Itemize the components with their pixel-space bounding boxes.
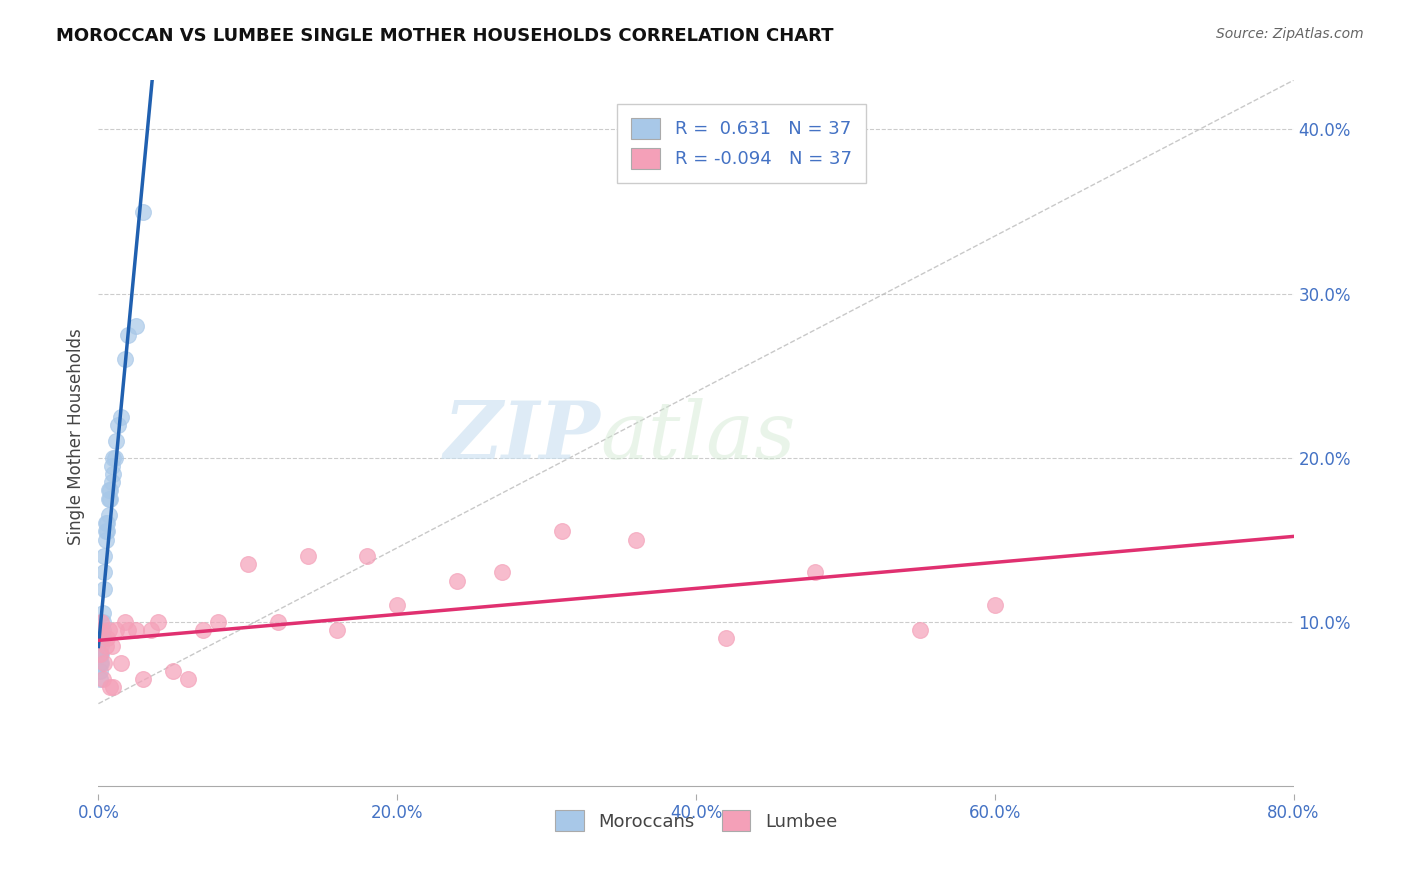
Point	[93, 582, 115, 596]
Point	[91, 623, 114, 637]
Point	[714, 631, 737, 645]
Point	[107, 417, 129, 432]
Point	[626, 533, 648, 547]
Point	[98, 483, 122, 498]
Point	[91, 672, 114, 686]
Point	[89, 648, 111, 662]
Text: Source: ZipAtlas.com: Source: ZipAtlas.com	[1216, 27, 1364, 41]
Point	[98, 680, 122, 694]
Point	[97, 508, 120, 522]
Text: MOROCCAN VS LUMBEE SINGLE MOTHER HOUSEHOLDS CORRELATION CHART: MOROCCAN VS LUMBEE SINGLE MOTHER HOUSEHO…	[56, 27, 834, 45]
Point	[267, 615, 290, 629]
Point	[90, 648, 112, 662]
Point	[98, 491, 122, 506]
Point	[550, 524, 572, 539]
Point	[103, 467, 125, 481]
Point	[89, 648, 111, 662]
Point	[984, 599, 1007, 613]
Point	[103, 450, 125, 465]
Point	[804, 566, 827, 580]
Point	[96, 516, 118, 531]
Point	[94, 533, 117, 547]
Point	[125, 623, 148, 637]
Point	[93, 656, 115, 670]
Point	[297, 549, 319, 563]
Point	[177, 672, 200, 686]
Point	[96, 631, 118, 645]
Point	[94, 516, 117, 531]
Point	[446, 574, 468, 588]
Point	[101, 475, 124, 490]
Point	[89, 672, 111, 686]
Point	[908, 623, 931, 637]
Point	[148, 615, 170, 629]
Point	[114, 615, 136, 629]
Point	[94, 524, 117, 539]
Point	[89, 656, 111, 670]
Point	[385, 599, 409, 613]
Point	[132, 672, 155, 686]
Point	[97, 483, 120, 498]
Point	[356, 549, 378, 563]
Point	[89, 664, 111, 678]
Point	[93, 566, 115, 580]
Point	[90, 615, 112, 629]
Point	[139, 623, 162, 637]
Point	[117, 623, 139, 637]
Point	[326, 623, 349, 637]
Point	[110, 409, 132, 424]
Point	[89, 623, 111, 637]
Point	[91, 615, 114, 629]
Point	[110, 656, 132, 670]
Point	[91, 607, 114, 621]
Point	[105, 623, 128, 637]
Point	[101, 639, 124, 653]
Point	[90, 656, 112, 670]
Point	[90, 639, 112, 653]
Point	[491, 566, 513, 580]
Point	[207, 615, 229, 629]
Point	[89, 648, 111, 662]
Point	[103, 680, 125, 694]
Point	[104, 450, 127, 465]
Legend: Moroccans, Lumbee: Moroccans, Lumbee	[547, 803, 845, 838]
Point	[97, 491, 120, 506]
Point	[105, 434, 128, 449]
Point	[117, 327, 139, 342]
Point	[94, 639, 117, 653]
Point	[191, 623, 214, 637]
Point	[91, 631, 114, 645]
Point	[236, 558, 259, 572]
Point	[114, 352, 136, 367]
Point	[97, 623, 120, 637]
Point	[96, 524, 118, 539]
Point	[162, 664, 184, 678]
Point	[132, 204, 155, 219]
Point	[101, 458, 124, 473]
Point	[93, 549, 115, 563]
Y-axis label: Single Mother Households: Single Mother Households	[66, 329, 84, 545]
Text: ZIP: ZIP	[443, 399, 600, 475]
Text: atlas: atlas	[600, 399, 796, 475]
Point	[125, 319, 148, 334]
